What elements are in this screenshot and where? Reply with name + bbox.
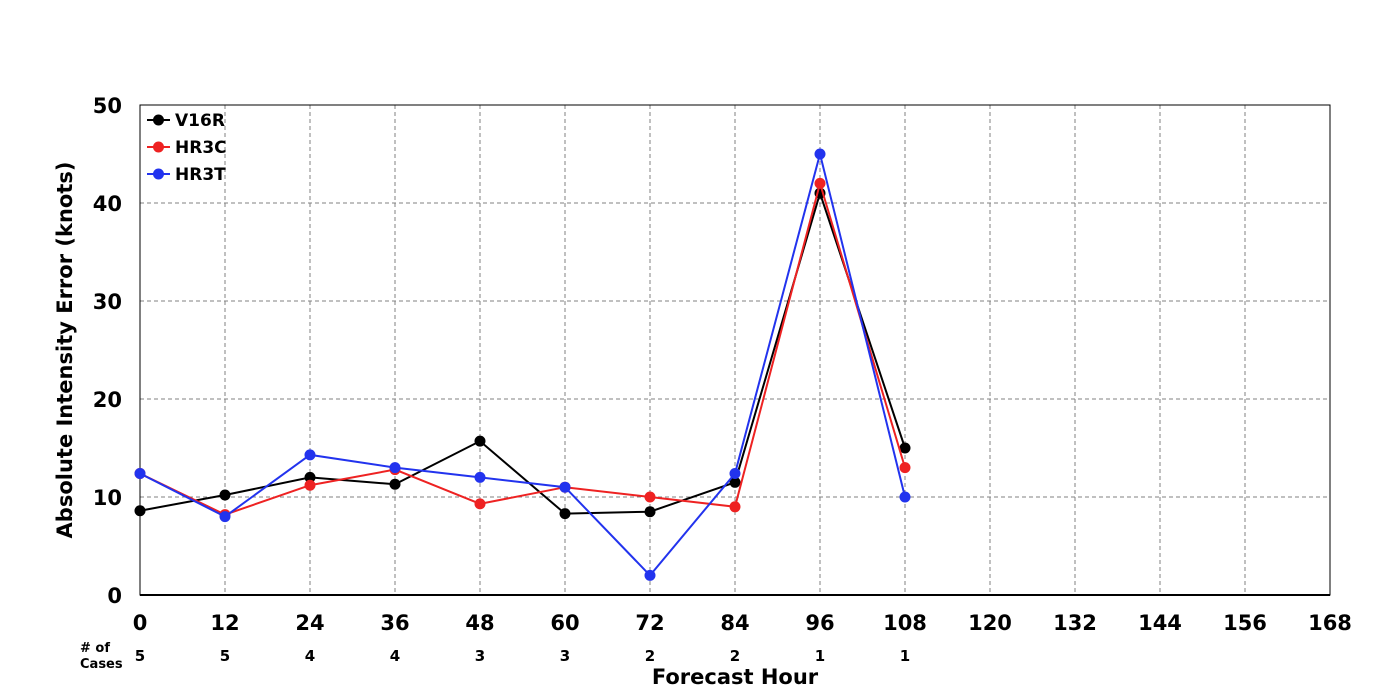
cases-title-line-1: # of xyxy=(80,641,110,656)
cases-row: # of Cases 5 5 4 4 3 3 2 2 1 1 xyxy=(80,641,910,672)
data-point xyxy=(729,476,741,488)
x-tick-label: 84 xyxy=(720,611,749,635)
legend: V16R HR3C HR3T xyxy=(147,111,227,185)
data-point xyxy=(644,506,656,518)
x-tick-label: 24 xyxy=(295,611,324,635)
series-hr3t xyxy=(134,148,911,581)
x-tick-label: 96 xyxy=(805,611,834,635)
data-point xyxy=(304,471,316,483)
y-tick-label: 40 xyxy=(93,192,122,216)
y-tick-label: 30 xyxy=(93,290,122,314)
legend-item-hr3c: HR3C xyxy=(147,138,227,158)
legend-swatch-marker xyxy=(153,141,164,153)
data-point xyxy=(474,471,486,483)
x-tick-label: 72 xyxy=(635,611,664,635)
series-hr3c xyxy=(134,177,911,521)
data-point xyxy=(474,435,486,447)
x-tick-label: 120 xyxy=(968,611,1012,635)
case-count: 1 xyxy=(815,647,825,665)
y-tick-label: 50 xyxy=(93,94,122,118)
data-point xyxy=(729,501,741,513)
series-line xyxy=(139,189,906,515)
case-count: 2 xyxy=(730,647,740,665)
data-point xyxy=(134,467,146,479)
grid xyxy=(140,105,1330,595)
data-point xyxy=(644,491,656,503)
data-point xyxy=(899,442,911,454)
legend-swatch-marker xyxy=(153,114,164,126)
data-point xyxy=(899,462,911,474)
cases-title-line-2: Cases xyxy=(80,657,123,672)
legend-item-hr3t: HR3T xyxy=(147,165,226,185)
data-point xyxy=(304,479,316,491)
data-point xyxy=(304,449,316,461)
legend-label: HR3T xyxy=(175,165,226,185)
data-point xyxy=(729,467,741,479)
x-tick-label: 36 xyxy=(380,611,409,635)
data-point xyxy=(814,148,826,160)
series-v16r xyxy=(134,187,911,520)
x-tick-label: 12 xyxy=(210,611,239,635)
data-point xyxy=(134,505,146,517)
x-axis-ticks: 0 12 24 36 48 60 72 84 96 108 120 132 144 156 168 xyxy=(133,611,1352,635)
case-count: 5 xyxy=(135,647,145,665)
x-tick-label: 144 xyxy=(1138,611,1182,635)
series-layer xyxy=(134,148,911,581)
x-tick-label: 108 xyxy=(883,611,927,635)
case-count: 1 xyxy=(900,647,910,665)
y-tick-label: 20 xyxy=(93,388,122,412)
legend-swatch-marker xyxy=(153,168,164,180)
case-count: 3 xyxy=(560,647,570,665)
data-point xyxy=(814,177,826,189)
x-tick-label: 60 xyxy=(550,611,579,635)
y-axis-ticks: 0 10 20 30 40 50 xyxy=(93,94,122,608)
case-count: 3 xyxy=(475,647,485,665)
case-count: 4 xyxy=(390,647,400,665)
x-axis-title: Forecast Hour xyxy=(652,665,819,689)
x-tick-label: 48 xyxy=(465,611,494,635)
case-count: 2 xyxy=(645,647,655,665)
x-tick-label: 168 xyxy=(1308,611,1352,635)
legend-label: HR3C xyxy=(175,138,227,158)
x-tick-label: 156 xyxy=(1223,611,1267,635)
data-point xyxy=(389,462,401,474)
data-point xyxy=(644,569,656,581)
data-point xyxy=(559,508,571,520)
y-tick-label: 10 xyxy=(93,486,122,510)
y-axis-title: Absolute Intensity Error (knots) xyxy=(53,162,77,539)
x-tick-label: 132 xyxy=(1053,611,1097,635)
legend-label: V16R xyxy=(175,111,225,131)
legend-item-v16r: V16R xyxy=(147,111,225,131)
y-tick-label: 0 xyxy=(107,584,122,608)
data-point xyxy=(219,511,231,523)
data-point xyxy=(219,489,231,501)
series-line xyxy=(139,179,906,516)
data-point xyxy=(899,491,911,503)
case-count: 4 xyxy=(305,647,315,665)
x-tick-label: 0 xyxy=(133,611,148,635)
data-point xyxy=(389,478,401,490)
data-point xyxy=(559,481,571,493)
series-line xyxy=(139,153,906,577)
data-point xyxy=(474,498,486,510)
case-count: 5 xyxy=(220,647,230,665)
